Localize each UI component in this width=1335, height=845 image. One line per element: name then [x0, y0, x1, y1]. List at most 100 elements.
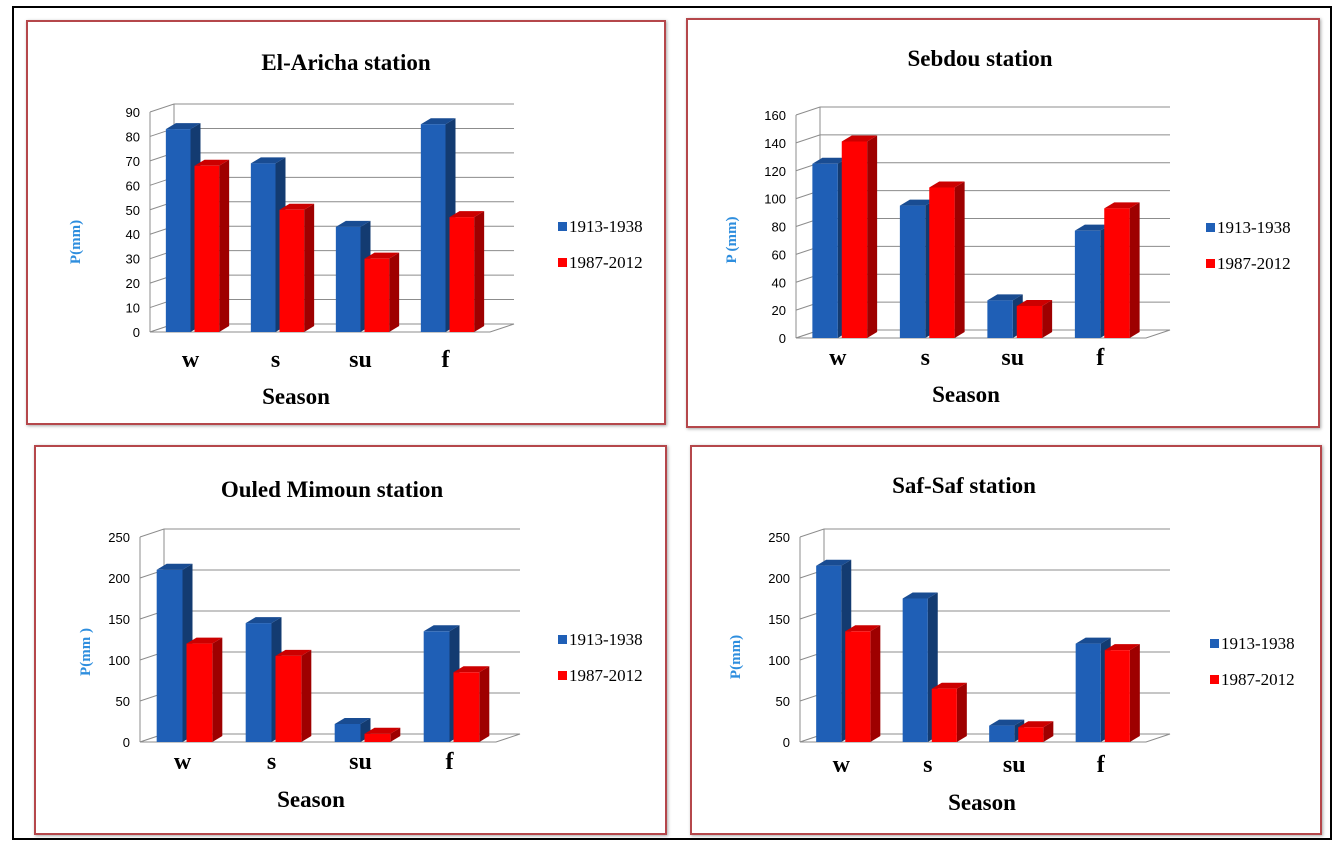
- y-tick-label: 60: [126, 178, 140, 193]
- y-tick-label: 100: [768, 653, 790, 668]
- x-tick-label: s: [923, 752, 932, 778]
- x-tick-label: su: [349, 347, 372, 373]
- y-tick-label: 140: [764, 136, 786, 151]
- x-tick-label: s: [921, 345, 930, 371]
- legend-label: 1987-2012: [1221, 670, 1295, 689]
- legend-label: 1913-1938: [569, 217, 643, 236]
- bar-s-1987-2012: [929, 181, 965, 338]
- x-axis-label: Season: [277, 787, 345, 812]
- legend-label: 1987-2012: [569, 666, 643, 685]
- bar-f-1987-2012: [453, 666, 490, 742]
- bar-s-1913-1938: [899, 199, 936, 338]
- x-axis-label: Season: [948, 790, 1016, 815]
- y-axis-label: P(mm): [728, 635, 744, 679]
- y-tick-label: 70: [126, 154, 140, 169]
- x-tick-label: w: [829, 345, 847, 371]
- y-tick-label: 250: [768, 530, 790, 545]
- y-tick-label: 200: [108, 571, 130, 586]
- chart-panel-saf-saf: Saf-Saf station Season P(mm) 0 50 100 150 20…: [690, 445, 1322, 835]
- legend-label: 1913-1938: [569, 630, 643, 649]
- y-tick-label: 80: [772, 220, 786, 235]
- gridline: [149, 127, 514, 137]
- bar-su-1987-2012: [1018, 721, 1054, 742]
- legend-label: 1913-1938: [1221, 634, 1295, 653]
- bar-s-1987-2012: [275, 649, 312, 742]
- chart-title: El-Aricha station: [261, 50, 431, 75]
- y-tick-label: 60: [772, 247, 786, 262]
- x-tick-label: w: [833, 752, 851, 778]
- bar-w-1987-2012: [186, 637, 223, 742]
- y-tick-label: 40: [126, 227, 140, 242]
- gridline: [149, 152, 514, 162]
- y-tick-label: 150: [108, 612, 130, 627]
- bar-w-1987-2012: [841, 135, 878, 338]
- y-axis-label: P(mm): [68, 220, 84, 264]
- bar-f-1987-2012: [1104, 202, 1140, 338]
- legend-swatch: [1210, 639, 1219, 648]
- y-tick-label: 40: [772, 275, 786, 290]
- gridline: [795, 106, 1170, 116]
- bar-su-1987-2012: [364, 252, 400, 332]
- y-tick-label: 50: [116, 694, 130, 709]
- y-tick-label: 160: [764, 108, 786, 123]
- y-tick-label: 100: [764, 192, 786, 207]
- bar-su-1987-2012: [1016, 299, 1053, 338]
- legend-swatch: [558, 671, 567, 680]
- legend-label: 1987-2012: [1217, 254, 1291, 273]
- x-tick-label: f: [1096, 345, 1105, 371]
- y-tick-label: 0: [133, 325, 140, 340]
- y-tick-label: 120: [764, 164, 786, 179]
- chart-title: Ouled Mimoun station: [221, 477, 444, 502]
- chart-panel-sebdou: Sebdou station Season P (mm) 0 20 40 60 80 10…: [686, 18, 1320, 428]
- chart-sebdou: Sebdou station Season P (mm) 0 20 40 60 80 10…: [724, 46, 1291, 407]
- x-tick-label: f: [442, 347, 451, 373]
- gridline: [139, 528, 520, 538]
- y-tick-label: 50: [776, 694, 790, 709]
- gridline: [139, 569, 520, 579]
- y-tick-label: 250: [108, 530, 130, 545]
- bar-w-1987-2012: [845, 625, 881, 742]
- legend-swatch: [558, 222, 567, 231]
- x-tick-label: f: [1097, 752, 1106, 778]
- bar-f-1987-2012: [449, 211, 485, 332]
- chart-saf-saf: Saf-Saf station Season P(mm) 0 50 100 150 20…: [728, 473, 1295, 815]
- y-axis-label: P(mm ): [78, 628, 94, 676]
- legend-swatch: [558, 635, 567, 644]
- bar-s-1913-1938: [250, 157, 286, 332]
- x-tick-label: su: [349, 749, 372, 775]
- chart-title: Sebdou station: [907, 46, 1052, 71]
- chart-panel-ouled-mimoun: Ouled Mimoun station Season P(mm ) 0 50 10…: [34, 445, 667, 835]
- chart-panel-el-aricha: El-Aricha station Season P(mm) 0 10 20 30 40…: [26, 20, 666, 425]
- chart-title: Saf-Saf station: [892, 473, 1036, 498]
- bar-su-1913-1938: [334, 717, 371, 742]
- gridline: [799, 569, 1170, 579]
- chart-ouled-mimoun: Ouled Mimoun station Season P(mm ) 0 50 10…: [78, 477, 643, 812]
- x-tick-label: s: [267, 749, 276, 775]
- y-tick-label: 90: [126, 105, 140, 120]
- x-tick-label: su: [1001, 345, 1024, 371]
- y-tick-label: 50: [126, 203, 140, 218]
- y-tick-label: 0: [783, 735, 790, 750]
- x-axis-label: Season: [262, 384, 330, 409]
- y-tick-label: 10: [126, 301, 140, 316]
- y-tick-label: 0: [779, 331, 786, 346]
- gridline: [799, 610, 1170, 620]
- x-tick-label: s: [271, 347, 280, 373]
- bar-su-1987-2012: [364, 727, 401, 742]
- legend-swatch: [1206, 223, 1215, 232]
- y-tick-label: 20: [126, 276, 140, 291]
- bar-w-1987-2012: [194, 159, 230, 332]
- figure-frame: [12, 6, 1332, 840]
- y-tick-label: 30: [126, 252, 140, 267]
- bar-s-1913-1938: [902, 592, 938, 742]
- y-tick-label: 20: [772, 303, 786, 318]
- y-tick-label: 200: [768, 571, 790, 586]
- chart-el-aricha: El-Aricha station Season P(mm) 0 10 20 30 40…: [68, 50, 643, 409]
- x-tick-label: w: [174, 749, 192, 775]
- gridline: [149, 103, 514, 113]
- legend-label: 1987-2012: [569, 253, 643, 272]
- legend-label: 1913-1938: [1217, 218, 1291, 237]
- legend-swatch: [1210, 675, 1219, 684]
- y-tick-label: 0: [123, 735, 130, 750]
- y-tick-label: 80: [126, 129, 140, 144]
